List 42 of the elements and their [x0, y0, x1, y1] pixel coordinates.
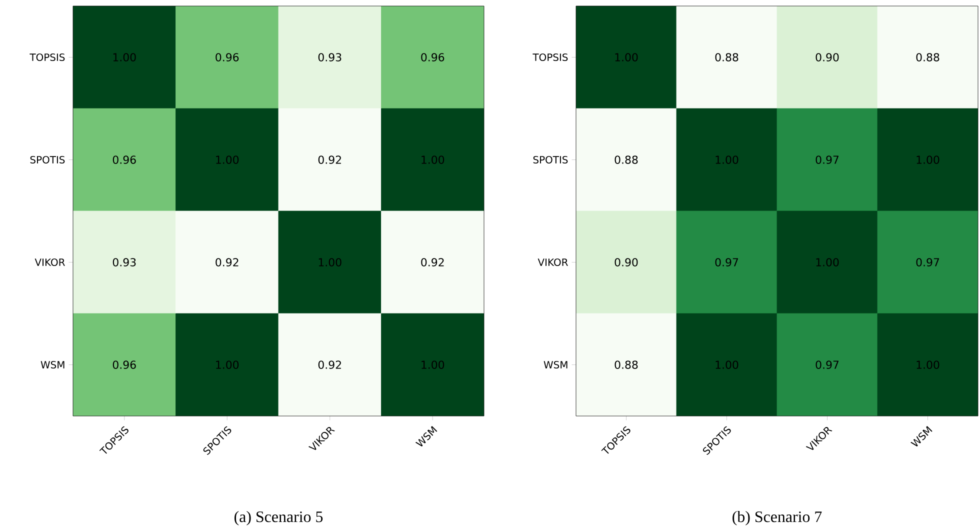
data-label: 0.90: [614, 258, 638, 266]
data-label: 0.97: [816, 156, 839, 164]
data-label: 0.96: [216, 53, 239, 62]
y-tick-label: VIKOR: [538, 258, 568, 266]
data-label: 0.97: [916, 258, 940, 266]
data-label: 1.00: [716, 156, 738, 164]
text: (b) Scenario 7: [732, 510, 822, 526]
data-label: 1.00: [816, 258, 839, 266]
data-label: 1.00: [216, 156, 239, 164]
data-label: 1.00: [422, 360, 444, 369]
data-label: 0.93: [112, 258, 136, 266]
data-label: 0.88: [916, 53, 940, 62]
data-label: 0.88: [715, 53, 738, 62]
data-label: 1.00: [615, 53, 638, 62]
data-label: 0.88: [614, 360, 638, 369]
data-label: 0.92: [216, 258, 238, 266]
y-tick-label: WSM: [544, 360, 568, 369]
data-label: 0.97: [715, 258, 738, 266]
data-label: 0.92: [318, 360, 341, 369]
data-label: 1.00: [422, 156, 444, 164]
data-label: 1.00: [318, 258, 342, 266]
data-label: 1.00: [916, 156, 940, 164]
y-tick-label: SPOTIS: [533, 156, 568, 164]
text: (a) Scenario 5: [234, 510, 323, 526]
y-tick-label: VIKOR: [34, 258, 65, 266]
data-label: 0.90: [816, 53, 839, 62]
y-tick-label: TOPSIS: [532, 53, 568, 62]
data-label: 0.96: [421, 53, 444, 62]
data-label: 0.88: [614, 156, 638, 164]
data-label: 1.00: [916, 360, 940, 369]
data-label: 1.00: [216, 360, 239, 369]
data-label: 0.97: [816, 360, 839, 369]
data-label: 0.96: [112, 360, 136, 369]
data-label: 1.00: [716, 360, 738, 369]
data-label: 0.92: [318, 156, 341, 164]
data-label: 1.00: [113, 53, 136, 62]
data-label: 0.93: [318, 53, 342, 62]
y-tick-label: TOPSIS: [30, 53, 65, 62]
data-label: 0.92: [421, 258, 444, 266]
data-label: 0.96: [112, 156, 136, 164]
y-tick-label: SPOTIS: [30, 156, 65, 164]
y-tick-label: WSM: [40, 360, 64, 369]
